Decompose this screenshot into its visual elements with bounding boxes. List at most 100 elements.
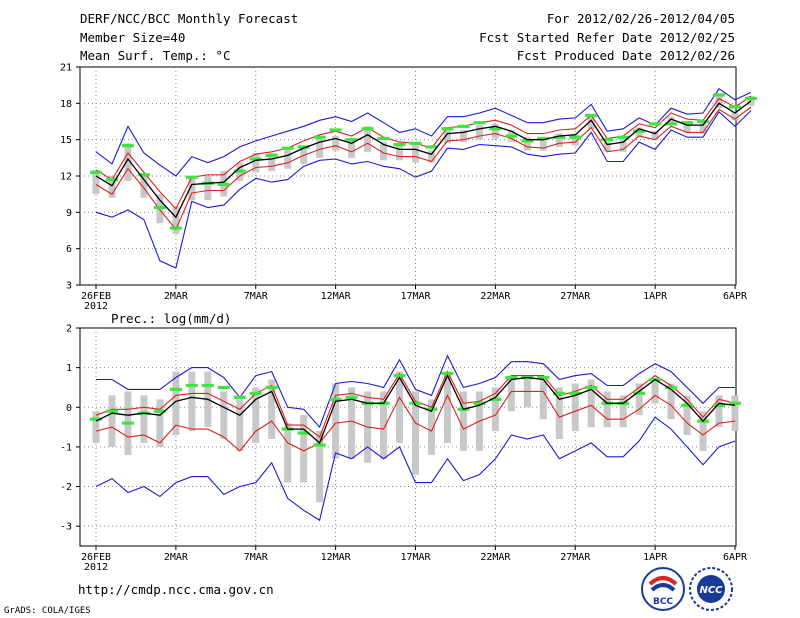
- temp-member-bar: [124, 143, 132, 181]
- forecast-started-label: Fcst Started Refer Date 2012/02/25: [479, 30, 735, 45]
- temp-member-bar: [300, 145, 308, 164]
- temp-member-bar: [523, 137, 531, 151]
- prec-member-bar: [571, 383, 579, 432]
- temp-member-bar: [667, 116, 675, 126]
- prec-ytick-label: 0: [66, 403, 72, 414]
- prec-forecast-marker: [473, 401, 486, 405]
- temp-forecast-marker: [457, 124, 470, 128]
- temp-member-bar: [619, 137, 627, 152]
- temp-xtick-label: 2MAR: [164, 291, 189, 302]
- temp-forecast-marker: [665, 122, 678, 126]
- temp-member-bar: [587, 115, 595, 129]
- temp-forecast-marker: [329, 128, 342, 132]
- prec-forecast-marker: [553, 391, 566, 395]
- temp-forecast-marker: [713, 93, 726, 97]
- temp-member-bar: [475, 125, 483, 140]
- temp-member-bar: [427, 150, 435, 163]
- prec-xtick-label: 17MAR: [400, 552, 431, 563]
- prec-spread-lower-line: [95, 390, 736, 452]
- temp-forecast-marker: [313, 135, 326, 139]
- temp-member-bar: [188, 177, 196, 201]
- temp-forecast-marker: [409, 141, 422, 145]
- prec-member-bar: [268, 379, 276, 439]
- prec-xtick-label: 12MAR: [321, 552, 352, 563]
- prec-forecast-marker: [185, 383, 198, 388]
- prec-forecast-marker: [505, 375, 518, 380]
- prec-forecast-marker: [425, 407, 438, 411]
- prec-ytick-label: -3: [60, 522, 72, 533]
- prec-member-bar: [459, 391, 467, 451]
- temp-forecast-marker: [729, 105, 741, 109]
- temp-member-bar: [316, 137, 324, 158]
- prec-member-bar: [699, 411, 707, 451]
- temp-forecast-marker: [90, 170, 102, 174]
- temp-ytick-label: 21: [60, 63, 72, 74]
- prec-forecast-marker: [233, 395, 246, 399]
- ncc-logo: NCC: [688, 566, 734, 612]
- prec-member-bar: [715, 395, 723, 428]
- prec-plot-frame: [79, 327, 737, 547]
- prec-member-bar: [172, 371, 180, 436]
- temp-member-bar: [603, 142, 611, 152]
- prec-forecast-marker: [249, 391, 262, 395]
- temp-forecast-marker: [537, 136, 550, 141]
- prec-forecast-marker: [201, 383, 214, 388]
- forecast-produced-label: Fcst Produced Date 2012/02/26: [516, 48, 735, 63]
- temp-forecast-marker: [521, 139, 534, 143]
- temp-member-bar: [140, 174, 148, 198]
- precipitation-panel-label: Prec.: log(mm/d): [111, 311, 232, 326]
- prec-member-bar: [316, 431, 324, 503]
- prec-forecast-marker: [729, 401, 741, 405]
- prec-member-bar: [92, 411, 100, 443]
- prec-member-bar: [252, 387, 260, 443]
- temp-xtick-label: 7MAR: [244, 291, 269, 302]
- prec-member-bar: [587, 379, 595, 428]
- temp-member-bar: [539, 138, 547, 151]
- prec-forecast-marker: [633, 391, 646, 395]
- prec-member-bar: [412, 391, 419, 475]
- prec-xtick-label: 6APR: [723, 552, 748, 563]
- temp-forecast-marker: [473, 121, 486, 125]
- prec-member-bar: [300, 415, 308, 483]
- bcc-logo-text: BCC: [653, 597, 673, 607]
- temp-forecast-marker: [265, 153, 278, 158]
- temp-forecast-marker: [489, 127, 502, 131]
- temp-member-bar: [284, 149, 292, 169]
- temperature-panel-label: Mean Surf. Temp.: °C: [80, 48, 231, 63]
- temp-forecast-marker: [105, 178, 118, 182]
- temp-forecast-marker: [281, 146, 294, 150]
- temp-forecast-marker: [697, 119, 710, 124]
- temp-spread-upper-line: [95, 95, 752, 210]
- temp-forecast-marker: [361, 127, 374, 131]
- temp-forecast-marker: [601, 138, 614, 142]
- temp-xtick-label: 1APR: [643, 291, 668, 302]
- temp-forecast-marker: [297, 145, 310, 149]
- prec-member-bar: [188, 371, 196, 432]
- prec-member-bar: [284, 423, 292, 483]
- prec-forecast-marker: [90, 417, 102, 421]
- prec-forecast-marker: [217, 385, 230, 390]
- prec-forecast-marker: [489, 397, 502, 401]
- temp-forecast-marker: [345, 138, 358, 142]
- temp-forecast-marker: [553, 135, 566, 139]
- temp-forecast-marker: [217, 182, 230, 187]
- prec-forecast-marker: [537, 375, 550, 380]
- prec-ytick-label: -1: [60, 442, 72, 453]
- temp-forecast-marker: [744, 96, 757, 101]
- temp-member-bar: [332, 136, 340, 151]
- temp-member-bar: [491, 123, 499, 139]
- prec-member-bar: [619, 395, 627, 428]
- prec-member-bar: [380, 391, 388, 459]
- prec-forecast-marker: [569, 391, 582, 395]
- temp-forecast-marker: [393, 142, 406, 147]
- temp-xtick-label: 12MAR: [321, 291, 352, 302]
- prec-member-bar: [539, 375, 547, 420]
- prec-forecast-marker: [105, 409, 118, 413]
- prec-xtick-label: 1APR: [643, 552, 668, 563]
- prec-member-bar: [635, 383, 643, 416]
- prec-member-bar: [108, 395, 116, 447]
- temp-forecast-marker: [569, 135, 582, 139]
- temp-forecast-marker: [681, 121, 694, 125]
- source-url[interactable]: http://cmdp.ncc.cma.gov.cn: [78, 582, 274, 597]
- prec-xtick-label: 7MAR: [244, 552, 269, 563]
